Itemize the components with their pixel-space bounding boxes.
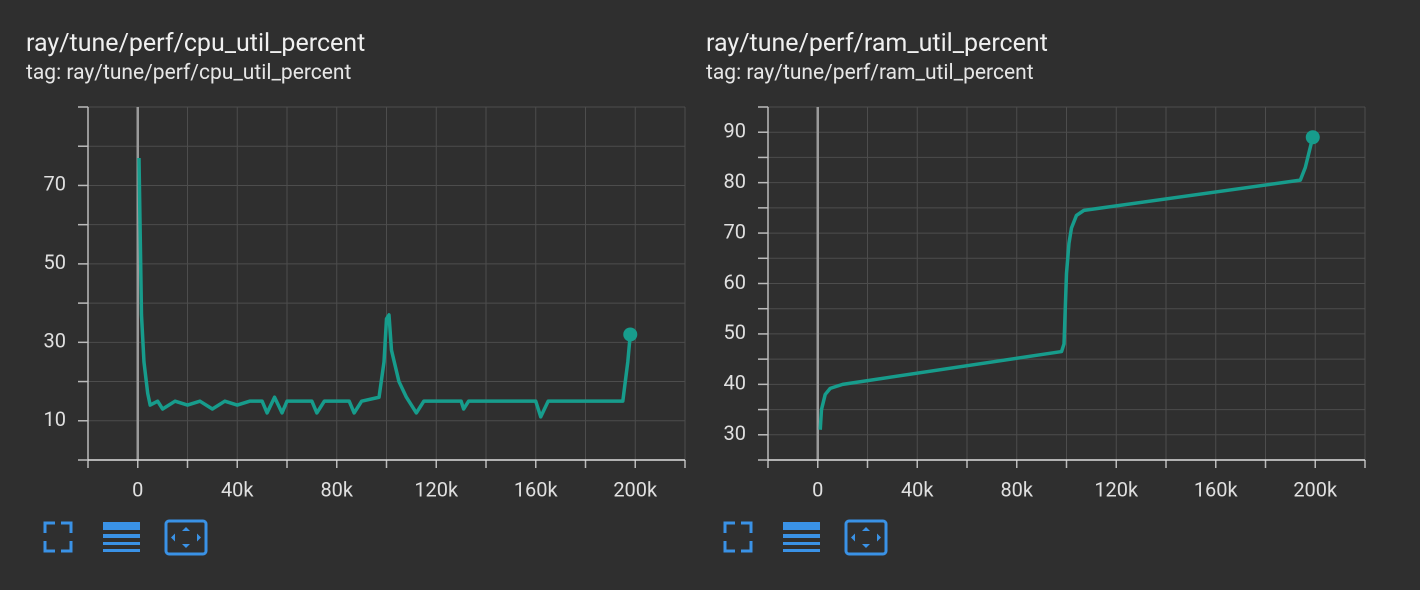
x-tick-label: 160k xyxy=(514,477,559,501)
last-point-marker xyxy=(1305,130,1320,145)
x-tick-label: 120k xyxy=(1094,477,1139,501)
fit-domain-button[interactable] xyxy=(844,519,888,556)
series-line xyxy=(137,157,633,419)
toolbar-left xyxy=(43,519,208,556)
fit-domain-button[interactable] xyxy=(164,519,208,556)
y-tick-label: 80 xyxy=(724,169,746,193)
y-tick-label: 10 xyxy=(44,407,66,431)
x-tick-label: 200k xyxy=(1293,477,1338,501)
x-tick-label: 40k xyxy=(901,477,934,501)
chart-panel: ray/tune/perf/cpu_util_percent tag: ray/t… xyxy=(26,29,686,501)
x-tick-label: 160k xyxy=(1194,477,1239,501)
x-tick-label: 120k xyxy=(414,477,459,501)
y-tick-label: 30 xyxy=(44,329,66,353)
x-tick-label: 0 xyxy=(132,477,143,501)
chart-title: ray/tune/perf/cpu_util_percent xyxy=(26,29,365,58)
y-tick-label: 60 xyxy=(724,270,746,294)
x-tick-label: 40k xyxy=(221,477,254,501)
x-tick-label: 80k xyxy=(320,477,353,501)
chart-subtitle: tag: ray/tune/perf/cpu_util_percent xyxy=(26,61,352,85)
y-tick-label: 70 xyxy=(44,172,66,196)
fullscreen-button[interactable] xyxy=(43,521,73,553)
last-point-marker xyxy=(623,327,638,342)
chart-panel: ray/tune/perf/ram_util_percent tag: ray/t… xyxy=(706,29,1366,501)
x-tick-label: 0 xyxy=(812,477,823,501)
x-tick-label: 80k xyxy=(1000,477,1033,501)
series-line xyxy=(818,136,1315,430)
y-tick-label: 40 xyxy=(724,371,746,395)
y-tick-label: 50 xyxy=(724,320,746,344)
x-tick-label: 200k xyxy=(613,477,658,501)
chart-title: ray/tune/perf/ram_util_percent xyxy=(706,29,1048,58)
y-tick-label: 30 xyxy=(724,421,746,445)
y-tick-label: 50 xyxy=(44,250,66,274)
y-tick-label: 90 xyxy=(724,118,746,142)
toggle-log-button[interactable] xyxy=(783,522,820,552)
toolbar xyxy=(43,519,888,556)
toolbar-right xyxy=(723,519,888,556)
fullscreen-button[interactable] xyxy=(723,521,753,553)
toggle-log-button[interactable] xyxy=(103,522,140,552)
chart-subtitle: tag: ray/tune/perf/ram_util_percent xyxy=(706,61,1034,85)
y-tick-label: 70 xyxy=(724,219,746,243)
